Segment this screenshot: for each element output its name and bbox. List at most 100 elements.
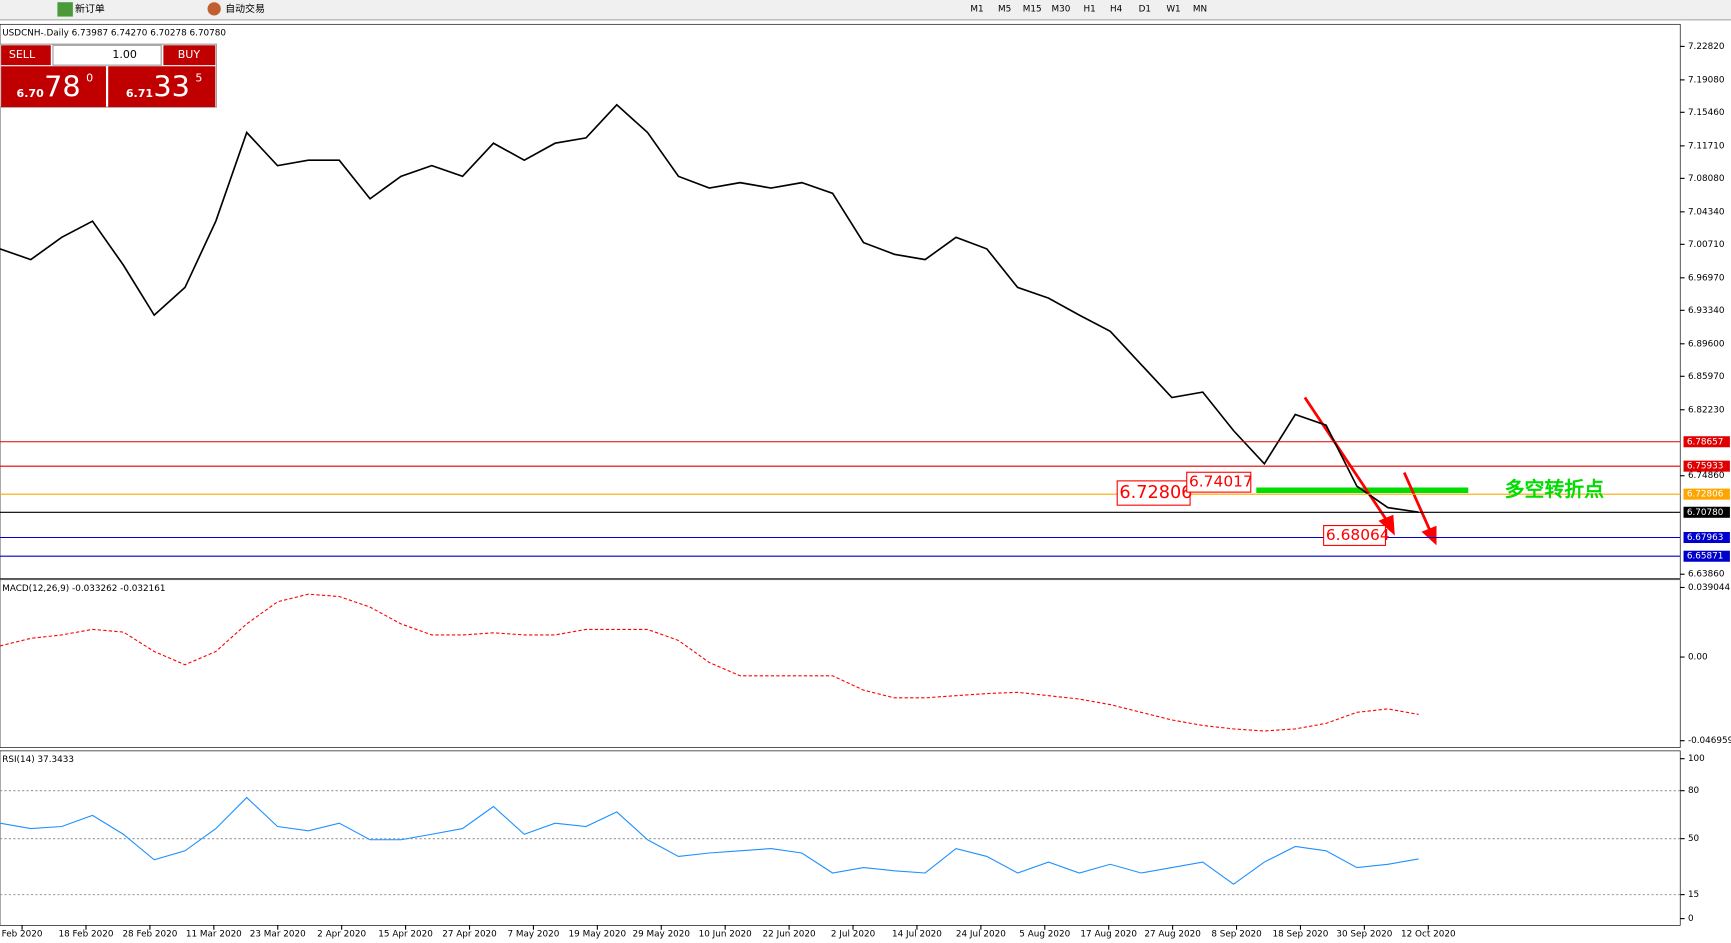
x-tick-label: 22 Jun 2020 — [763, 930, 816, 940]
timeframe-button[interactable]: M1 — [970, 4, 983, 14]
y-tick-label: 7.11710 — [1688, 141, 1725, 151]
x-tick-label: 18 Sep 2020 — [1272, 930, 1328, 940]
y-tick-label: 7.00710 — [1688, 240, 1725, 250]
lots-input[interactable] — [52, 44, 162, 66]
price-annotation-box — [1186, 471, 1252, 493]
timeframe-button[interactable]: M5 — [998, 4, 1011, 14]
x-tick-label: Feb 2020 — [2, 930, 43, 940]
x-tick-label: 15 Apr 2020 — [378, 930, 433, 940]
arrow-head — [1378, 514, 1395, 536]
ask-big: 6.71 — [126, 87, 153, 100]
sell-label[interactable]: SELL — [9, 48, 36, 61]
y-tick-label: 7.15460 — [1688, 108, 1725, 118]
y-tick-label: 6.96970 — [1688, 273, 1725, 283]
level-label: 6.72806 — [1687, 490, 1724, 500]
timeframe-button[interactable]: M30 — [1051, 4, 1070, 14]
new-order-icon[interactable] — [57, 2, 73, 17]
panel-title: MACD(12,26,9) -0.033262 -0.032161 — [2, 584, 165, 594]
y-tick-label: 7.04340 — [1688, 207, 1725, 217]
timeframe-button[interactable]: M15 — [1023, 4, 1042, 14]
price-annotation: 6.72806 — [1119, 483, 1192, 503]
timeframe-button[interactable]: W1 — [1166, 4, 1180, 14]
y-tick-label: 7.22820 — [1688, 42, 1725, 52]
x-tick-label: 27 Aug 2020 — [1144, 930, 1201, 940]
y-tick-label: 6.85970 — [1688, 372, 1725, 382]
y-tick-label: 0 — [1688, 914, 1694, 924]
y-tick-label: 15 — [1688, 890, 1699, 900]
price-panel — [0, 23, 1681, 579]
y-tick-label: 7.19080 — [1688, 75, 1725, 85]
level-tag — [1683, 550, 1730, 562]
x-tick-label: 30 Sep 2020 — [1336, 930, 1392, 940]
bid-box[interactable] — [1, 66, 106, 108]
x-tick-label: 2 Jul 2020 — [831, 930, 876, 940]
turning-point-label: 多空转折点 — [1505, 478, 1604, 501]
x-tick-label: 7 May 2020 — [507, 930, 559, 940]
x-tick-label: 8 Sep 2020 — [1211, 930, 1262, 940]
bid-small: 0 — [86, 71, 93, 84]
ask-box[interactable] — [108, 66, 216, 108]
timeframe-button[interactable]: H1 — [1083, 4, 1095, 14]
sell-button[interactable] — [1, 45, 51, 66]
y-tick-label: 6.82230 — [1688, 405, 1725, 415]
x-tick-label: 23 Mar 2020 — [250, 930, 306, 940]
x-tick-label: 14 Jul 2020 — [892, 930, 942, 940]
auto-trading-icon[interactable] — [207, 2, 221, 16]
x-tick-label: 29 May 2020 — [632, 930, 690, 940]
x-tick-label: 19 May 2020 — [569, 930, 627, 940]
level-tag — [1683, 506, 1730, 518]
price-annotation: 6.68064 — [1326, 526, 1390, 544]
x-tick-label: 12 Oct 2020 — [1401, 930, 1456, 940]
y-tick-label: 80 — [1688, 786, 1700, 796]
timeframe-bar: M1 M5 M15 M30 H1 H4 D1 W1 MN — [970, 4, 1207, 14]
y-tick-label: 6.74860 — [1688, 471, 1725, 481]
level-tag — [1683, 460, 1730, 472]
price-annotation-box — [1116, 480, 1191, 506]
y-tick-label: 6.93340 — [1688, 306, 1725, 316]
x-tick-label: 28 Feb 2020 — [122, 930, 177, 940]
x-tick-label: 10 Jun 2020 — [699, 930, 752, 940]
arrow — [1402, 472, 1432, 533]
trend-arrows — [1303, 396, 1437, 546]
price-annotation: 6.74017 — [1189, 473, 1253, 491]
x-tick-label: 24 Jul 2020 — [956, 930, 1006, 940]
level-tag — [1683, 436, 1730, 448]
level-tag — [1683, 488, 1730, 500]
y-tick-label: 100 — [1688, 754, 1705, 764]
toolbar — [0, 0, 1731, 20]
y-tick-label: 0.00 — [1688, 653, 1708, 663]
timeframe-button[interactable]: H4 — [1110, 4, 1123, 14]
trade-panel: SELL 1.00 BUY 6.70 78 0 6.71 33 5 — [0, 43, 217, 108]
arrow — [1303, 396, 1390, 525]
timeframe-button[interactable]: MN — [1193, 4, 1207, 14]
arrow-head — [1421, 525, 1437, 546]
level-label: 6.67963 — [1687, 533, 1724, 543]
x-tick-label: 17 Aug 2020 — [1080, 930, 1137, 940]
x-tick-label: 5 Aug 2020 — [1019, 930, 1070, 940]
buy-label[interactable]: BUY — [178, 48, 201, 61]
series-line — [0, 593, 1419, 732]
y-tick-label: 0.039044 — [1688, 583, 1731, 593]
x-tick-label: 2 Apr 2020 — [317, 930, 366, 940]
macd-panel — [0, 579, 1681, 748]
rsi-panel — [0, 750, 1681, 926]
lots-value[interactable]: 1.00 — [112, 48, 137, 61]
ask-main: 33 — [153, 69, 190, 103]
y-tick-label: 7.08080 — [1688, 174, 1725, 184]
y-tick-label: 6.63860 — [1688, 570, 1725, 580]
bid-big: 6.70 — [17, 87, 45, 100]
y-tick-label: 6.89600 — [1688, 339, 1725, 349]
series-line — [0, 103, 1419, 513]
panel-title: RSI(14) 37.3433 — [2, 755, 74, 765]
new-order-button[interactable]: 新订单 — [75, 2, 105, 15]
y-tick-label: -0.046959 — [1688, 736, 1731, 746]
level-label: 6.70780 — [1687, 508, 1724, 518]
level-label: 6.75933 — [1687, 462, 1724, 472]
auto-trading-button[interactable]: 自动交易 — [225, 2, 265, 15]
timeframe-button[interactable]: D1 — [1139, 4, 1151, 14]
level-tag — [1683, 531, 1730, 544]
price-annotation-box — [1323, 524, 1387, 546]
buy-button[interactable] — [163, 45, 216, 66]
